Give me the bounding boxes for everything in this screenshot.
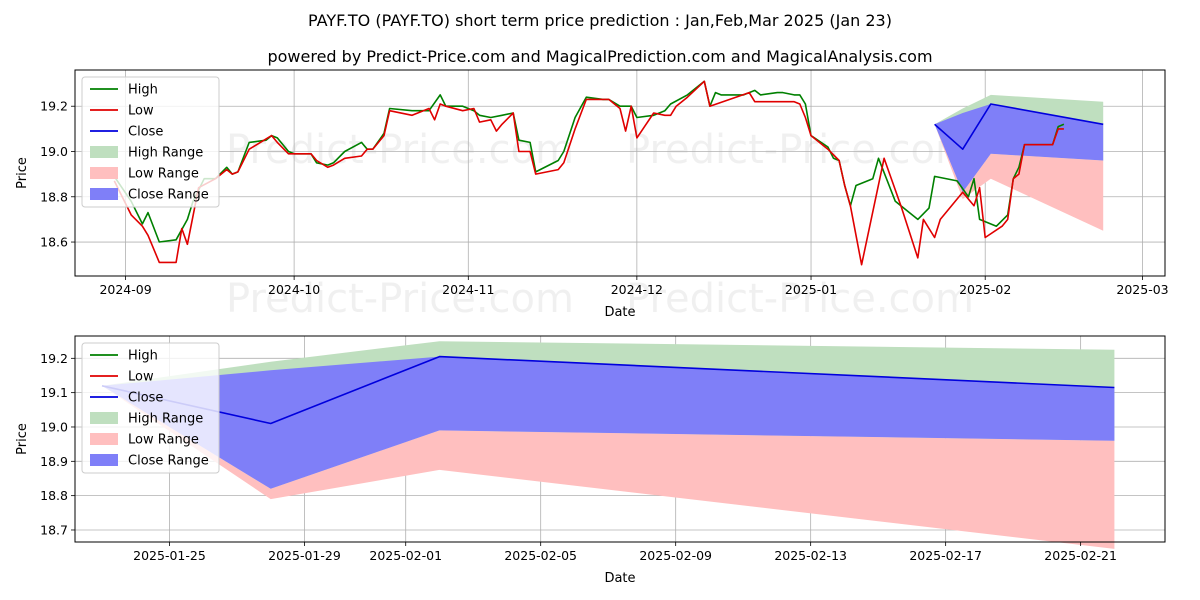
legend-swatch <box>90 146 118 158</box>
y-tick-label: 18.9 <box>40 454 68 469</box>
x-tick-label: 2025-02-09 <box>639 548 712 563</box>
x-tick-label: 2024-09 <box>99 282 151 297</box>
y-tick-label: 19.0 <box>40 419 68 434</box>
legend-swatch <box>90 454 118 466</box>
legend-label: Close <box>128 125 163 140</box>
axis-ticks: 2025-01-25 2025-01-29 2025-02-01 2025-02-05… <box>40 351 1117 563</box>
y-axis-label: Price <box>15 157 30 189</box>
x-tick-label: 2025-02-05 <box>504 548 577 563</box>
legend-swatch <box>90 188 118 200</box>
y-tick-label: 18.8 <box>40 189 68 204</box>
x-tick-label: 2025-01-25 <box>133 548 206 563</box>
y-tick-label: 19.2 <box>40 99 68 114</box>
legend-label: Low Range <box>128 167 199 182</box>
legend-swatch <box>90 167 118 179</box>
legend-label: High <box>128 349 158 364</box>
legend-label: High Range <box>128 146 203 161</box>
legend-label: Low <box>128 104 154 119</box>
legend-label: Low Range <box>128 433 199 448</box>
close-line <box>934 103 1104 150</box>
x-tick-label: 2025-01 <box>785 282 837 297</box>
x-tick-label: 2025-02-13 <box>774 548 847 563</box>
legend-swatch <box>90 412 118 424</box>
axis-ticks: 2024-09 2024-10 2024-11 2024-12 2025-01 2025-… <box>40 99 1168 297</box>
y-axis-label: Price <box>15 423 30 455</box>
plot-frame <box>74 69 1166 277</box>
legend-label: High Range <box>128 412 203 427</box>
watermark: Predict-Price.com <box>626 276 974 322</box>
legend-label: Close Range <box>128 188 209 203</box>
x-tick-label: 2025-02-21 <box>1044 548 1117 563</box>
low-range-area <box>934 124 1104 231</box>
chart-title: PAYF.TO (PAYF.TO) short term price predi… <box>308 11 892 30</box>
x-tick-label: 2025-01-29 <box>268 548 341 563</box>
x-tick-label: 2024-11 <box>442 282 494 297</box>
watermark: Predict-Price.com <box>226 127 574 173</box>
y-tick-label: 19.0 <box>40 144 68 159</box>
legend: High Low Close High Range Low Range Close Ran… <box>81 342 220 474</box>
x-axis-label: Date <box>604 571 635 586</box>
panel-history: Predict-Price.com Predict-Price.com Pred… <box>15 69 1169 322</box>
watermark: Predict-Price.com <box>626 127 974 173</box>
y-tick-label: 18.8 <box>40 488 68 503</box>
panel-forecast: Predict-Price.com Predict-Price.com 2025… <box>15 335 1166 586</box>
watermark-group: Predict-Price.com Predict-Price.com Pred… <box>226 127 974 322</box>
y-tick-label: 18.7 <box>40 522 68 537</box>
legend-label: Close Range <box>128 454 209 469</box>
x-tick-label: 2025-02-01 <box>369 548 442 563</box>
watermark: Predict-Price.com <box>226 276 574 322</box>
range-areas <box>934 94 1104 231</box>
y-tick-label: 19.1 <box>40 385 68 400</box>
series-lines <box>113 80 1104 266</box>
x-axis-label: Date <box>604 305 635 320</box>
x-tick-label: 2025-02-17 <box>909 548 982 563</box>
x-tick-label: 2024-10 <box>268 282 320 297</box>
legend-label: Low <box>128 370 154 385</box>
x-tick-label: 2025-03 <box>1116 282 1168 297</box>
y-tick-label: 19.2 <box>40 351 68 366</box>
legend-label: High <box>128 83 158 98</box>
range-areas <box>102 341 1115 549</box>
legend-swatch <box>90 433 118 445</box>
chart-subtitle: powered by Predict-Price.com and Magical… <box>267 47 932 66</box>
y-tick-label: 18.6 <box>40 235 68 250</box>
legend-label: Close <box>128 391 163 406</box>
x-tick-label: 2024-12 <box>611 282 663 297</box>
legend: High Low Close High Range Low Range Close Ran… <box>81 76 220 208</box>
low-line <box>113 80 1064 266</box>
plot-frame <box>74 335 1166 543</box>
low-range-area <box>102 385 1115 549</box>
x-tick-label: 2025-02 <box>959 282 1011 297</box>
